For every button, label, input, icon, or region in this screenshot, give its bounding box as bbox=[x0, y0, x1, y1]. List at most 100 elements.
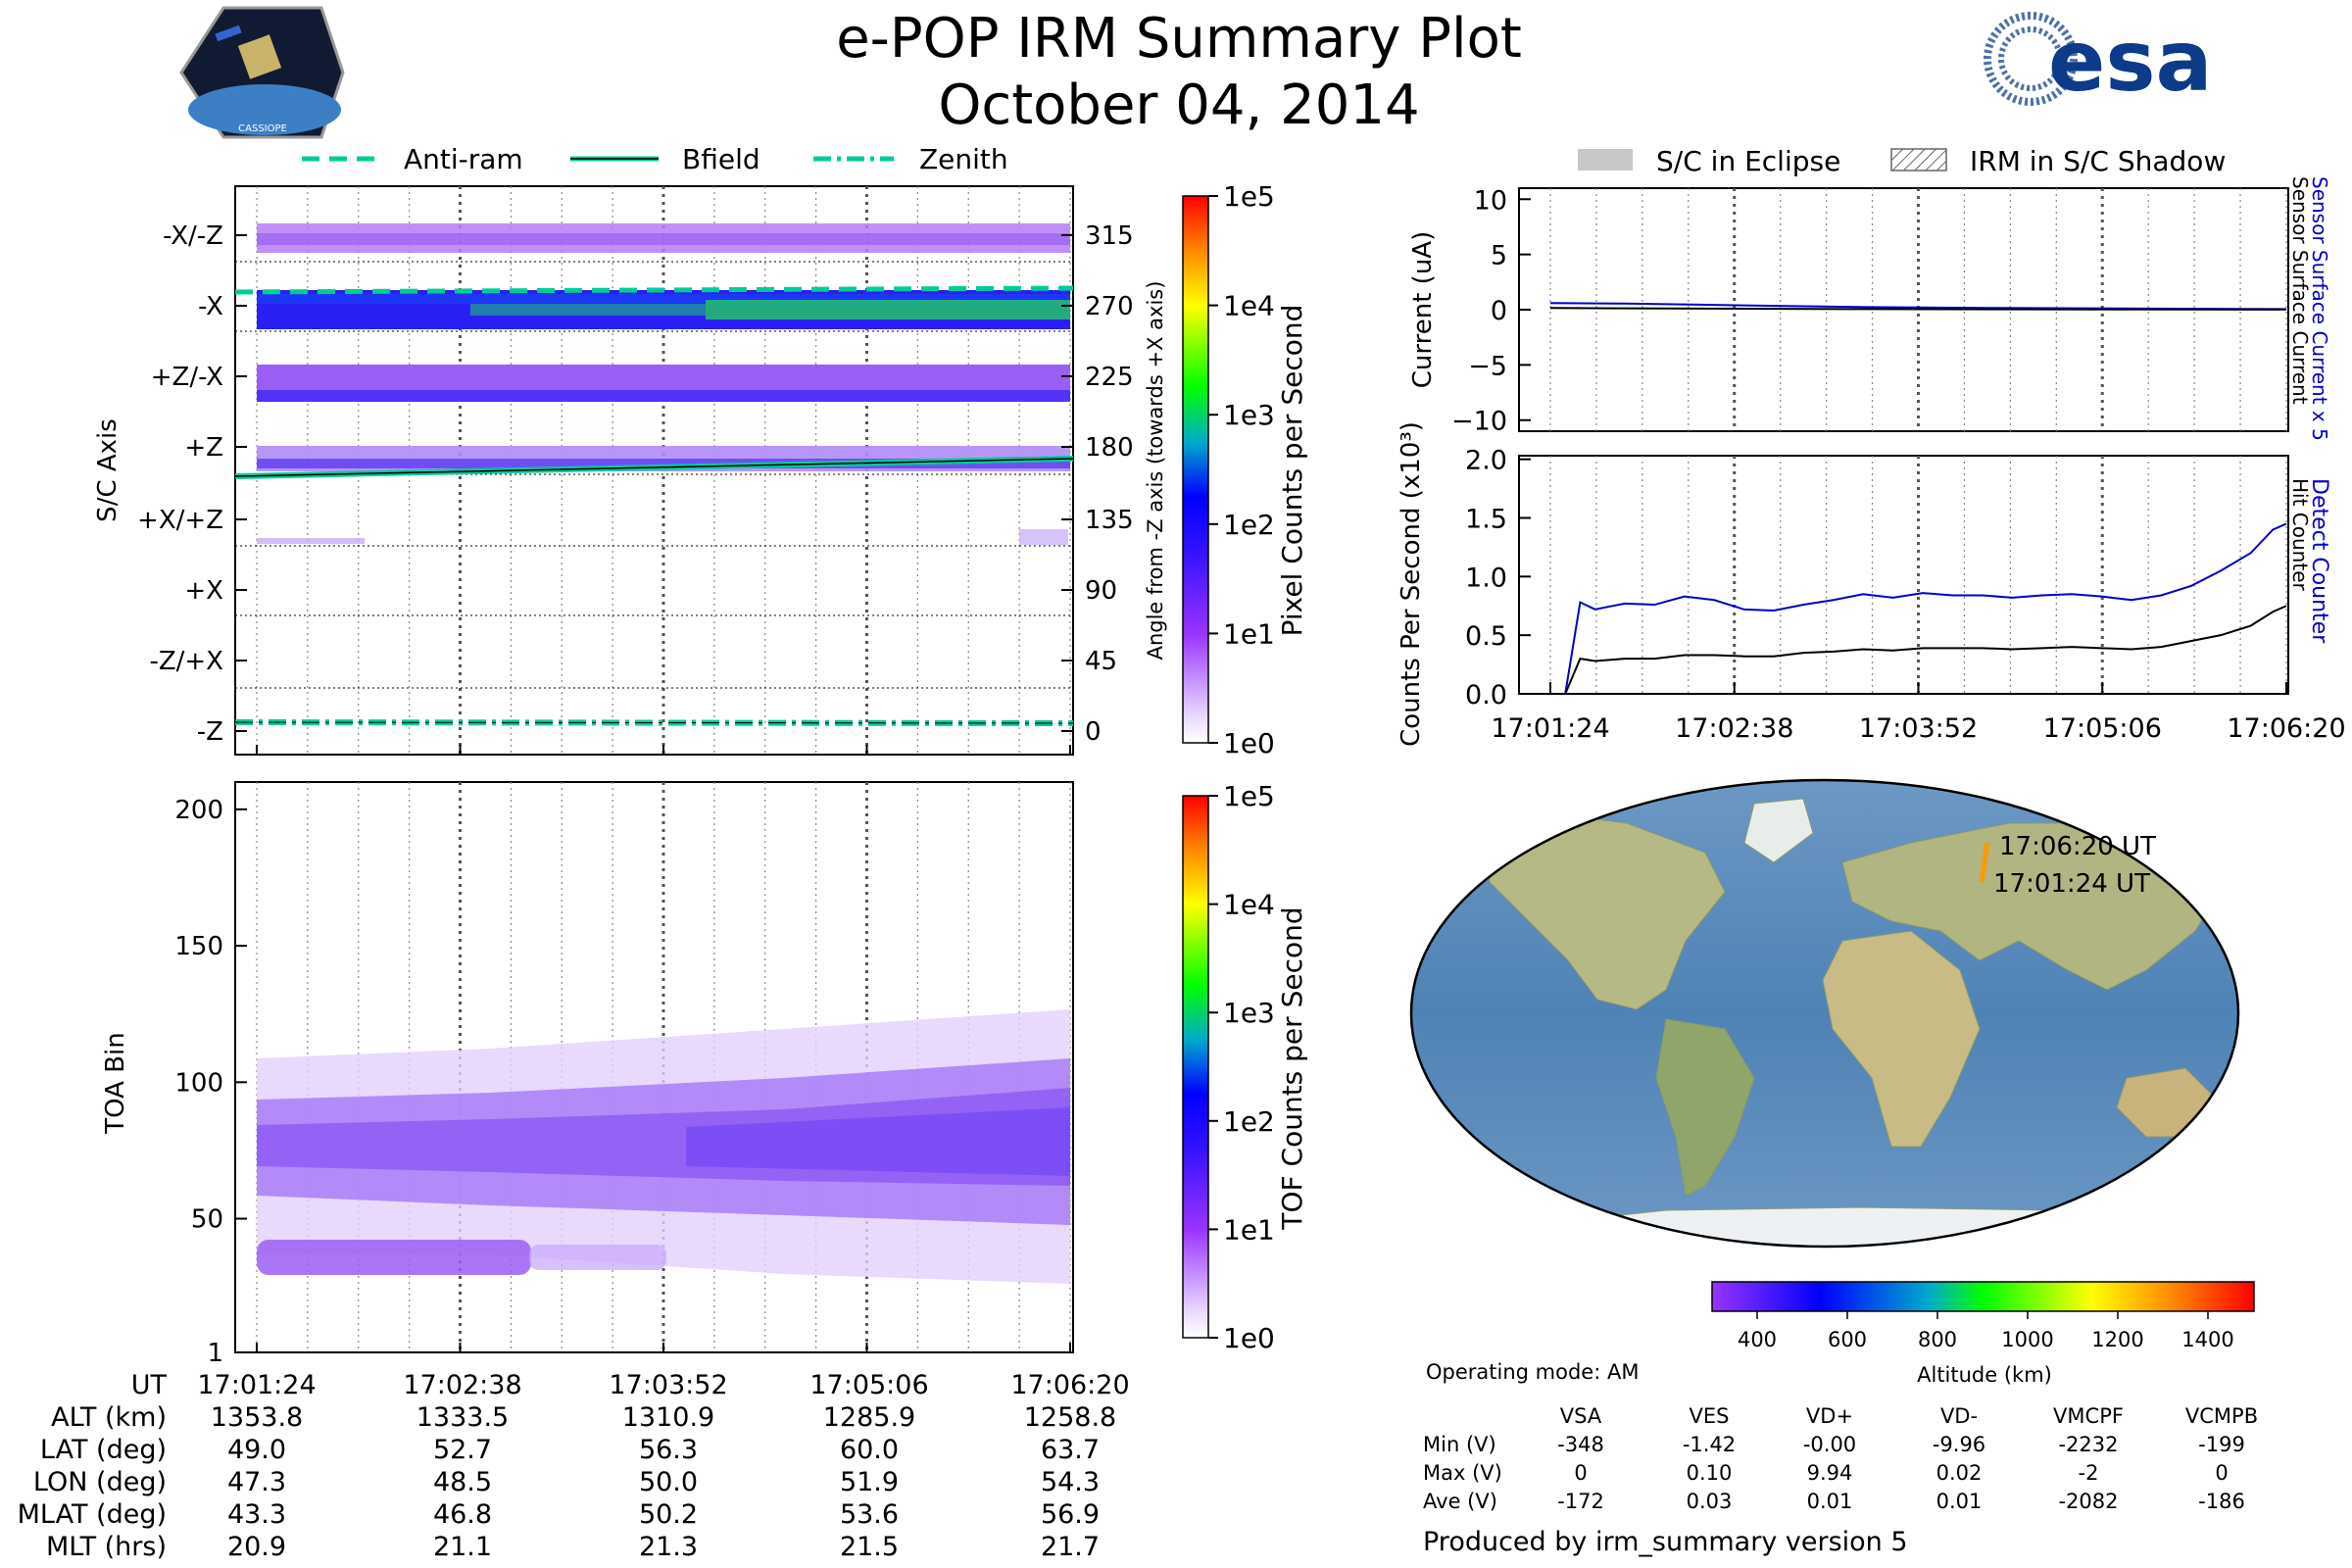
colorbar-tick-label: 1200 bbox=[2091, 1328, 2143, 1351]
legend-right: S/C in Eclipse IRM in S/C Shadow bbox=[1578, 145, 2226, 177]
ephemeris-row-label: ALT (km) bbox=[51, 1402, 167, 1433]
ephemeris-cell: 54.3 bbox=[1041, 1467, 1100, 1497]
voltage-cell: -348 bbox=[1557, 1433, 1604, 1456]
colorbar-tick-label: 1e3 bbox=[1223, 997, 1275, 1029]
y2-tick-label: 135 bbox=[1085, 506, 1134, 535]
south-america bbox=[1655, 1018, 1755, 1197]
y-tick-label: 5 bbox=[1491, 241, 1507, 271]
band-225-low bbox=[257, 390, 1070, 402]
y-category-label: +Z/-X bbox=[151, 363, 223, 392]
ephemeris-cell: 17:01:24 bbox=[197, 1370, 316, 1400]
colorbar-tick-label: 800 bbox=[1918, 1328, 1957, 1351]
voltage-cell: 0 bbox=[1574, 1461, 1587, 1485]
produced-by: Produced by irm_summary version 5 bbox=[1423, 1527, 1908, 1557]
colorbar-tick-label: 400 bbox=[1738, 1328, 1777, 1351]
counts-series bbox=[1550, 522, 2287, 695]
tof-colorbar-bar bbox=[1182, 795, 1209, 1339]
band-270-green bbox=[706, 300, 1070, 319]
colorbar-tick-label: 1e1 bbox=[1223, 1213, 1275, 1246]
band-135 bbox=[257, 538, 365, 544]
y2-tick-label: 270 bbox=[1085, 292, 1134, 321]
y2-tick-label: 0 bbox=[1085, 717, 1102, 747]
x-tick-label: 17:06:20 bbox=[2227, 713, 2345, 744]
voltage-row-label: Ave (V) bbox=[1423, 1490, 1497, 1513]
tof-ylabel: TOA Bin bbox=[101, 1032, 130, 1134]
y2-tick-label: 90 bbox=[1085, 576, 1117, 606]
current-plot: −10 −5 0 5 10 Current (uA) Sensor Surface Cu… bbox=[1408, 176, 2331, 441]
esa-logo-text: esa bbox=[2048, 13, 2213, 111]
tof-colorbar: 1e0 1e1 1e2 1e3 1e4 1e5 TOF Counts per Second bbox=[1182, 780, 1308, 1354]
ephemeris-cell: 53.6 bbox=[840, 1499, 899, 1530]
page-title: e-POP IRM Summary Plot bbox=[836, 7, 1522, 71]
y-tick-label: 150 bbox=[174, 932, 223, 961]
voltage-column-header: VCMPB bbox=[2185, 1404, 2258, 1428]
y-tick-label: 1.5 bbox=[1465, 504, 1507, 534]
y-tick-label: 200 bbox=[174, 796, 223, 825]
altitude-colorbar-ticks: 400 600 800 1000 1200 1400 bbox=[1738, 1311, 2234, 1351]
ephemeris-cell: 50.2 bbox=[639, 1499, 698, 1530]
y-category-label: -X/-Z bbox=[163, 221, 223, 251]
current-right-label-black: Sensor Surface Current bbox=[2288, 176, 2312, 405]
y-tick-label: 1 bbox=[207, 1339, 223, 1368]
voltage-row-label: Min (V) bbox=[1423, 1433, 1496, 1456]
y-tick-label: −5 bbox=[1468, 351, 1507, 381]
ephemeris-cell: 21.3 bbox=[639, 1532, 698, 1562]
counts-plot-grid bbox=[1549, 456, 2287, 694]
counts-plot-frame bbox=[1518, 455, 2289, 695]
cassiope-logo: CASSIOPE bbox=[179, 6, 345, 139]
legend-shadow: IRM in S/C Shadow bbox=[1970, 145, 2226, 177]
bfield-line-core bbox=[234, 458, 1074, 477]
legend-anti-ram: Anti-ram bbox=[404, 143, 523, 175]
tof-colorbar-ticks: 1e0 1e1 1e2 1e3 1e4 1e5 bbox=[1208, 780, 1275, 1354]
voltage-column-header: VMCPF bbox=[2053, 1404, 2124, 1428]
colorbar-tick-label: 1e4 bbox=[1223, 290, 1275, 322]
y-tick-label: −10 bbox=[1451, 407, 1507, 437]
shadow-swatch bbox=[1890, 148, 1947, 172]
colorbar-tick-label: 1e3 bbox=[1223, 399, 1275, 431]
satellite-icon bbox=[237, 34, 282, 79]
colorbar-tick-label: 600 bbox=[1828, 1328, 1867, 1351]
ephemeris-cell: 17:03:52 bbox=[609, 1370, 727, 1400]
eclipse-swatch bbox=[1578, 149, 1633, 171]
legend-top: Anti-ram Bfield Zenith bbox=[302, 143, 1008, 175]
ephemeris-cell: 47.3 bbox=[227, 1467, 286, 1497]
voltage-cell: 0.01 bbox=[1936, 1490, 1983, 1513]
legend-zenith: Zenith bbox=[919, 143, 1008, 175]
world-map: 17:06:20 UT 17:01:24 UT bbox=[1409, 778, 2240, 1249]
ephemeris-cell: 56.3 bbox=[639, 1435, 698, 1465]
header: e-POP IRM Summary Plot October 04, 2014 … bbox=[179, 6, 2213, 139]
ephemeris-row-label: LAT (deg) bbox=[40, 1435, 167, 1465]
pixel-colorbar: 1e0 1e1 1e2 1e3 1e4 1e5 Pixel Counts per Seco… bbox=[1182, 180, 1308, 760]
y-tick-label: 0.0 bbox=[1465, 680, 1507, 710]
ephemeris-cell: 63.7 bbox=[1041, 1435, 1100, 1465]
counts-right-label-black: Hit Counter bbox=[2288, 478, 2312, 591]
y-tick-label: 100 bbox=[174, 1068, 223, 1098]
y-tick-label: 2.0 bbox=[1465, 446, 1507, 476]
pixel-y2label: Angle from -Z axis (towards +X axis) bbox=[1144, 281, 1167, 661]
legend-bfield: Bfield bbox=[682, 143, 760, 175]
ephemeris-cell: 17:05:06 bbox=[809, 1370, 928, 1400]
series-line-black bbox=[1549, 307, 2287, 311]
north-america bbox=[1479, 812, 1726, 1010]
ephemeris-cell: 46.8 bbox=[433, 1499, 492, 1530]
band-270-green-2 bbox=[470, 304, 706, 316]
voltage-cell: -9.96 bbox=[1933, 1433, 1985, 1456]
pixel-angle-lines bbox=[234, 285, 1074, 726]
band-315-core bbox=[257, 233, 1070, 245]
current-ylabel: Current (uA) bbox=[1408, 231, 1438, 388]
y-tick-label: 0 bbox=[1491, 296, 1507, 326]
ephemeris-cell: 1258.8 bbox=[1024, 1402, 1116, 1433]
ephemeris-cell: 17:06:20 bbox=[1010, 1370, 1129, 1400]
ephemeris-cell: 48.5 bbox=[433, 1467, 492, 1497]
y-tick-label: 1.0 bbox=[1465, 563, 1507, 593]
voltage-cell: 0.03 bbox=[1687, 1490, 1733, 1513]
tof-colorbar-label: TOF Counts per Second bbox=[1276, 906, 1308, 1230]
pixel-plot: S/C Axis -X/-Z -X +Z/-X +Z +X/+Z +X -Z/+X -Z 31… bbox=[93, 185, 1167, 756]
y-category-label: -Z bbox=[197, 717, 223, 747]
operating-mode: Operating mode: AM bbox=[1426, 1360, 1639, 1384]
ephemeris-cell: 1310.9 bbox=[622, 1402, 714, 1433]
tof-lower-population bbox=[257, 1240, 531, 1275]
tof-lower-population-tail bbox=[529, 1245, 666, 1270]
counts-x-ticks: 17:01:24 17:02:38 17:03:52 17:05:06 17:06:20 bbox=[1491, 682, 2346, 744]
